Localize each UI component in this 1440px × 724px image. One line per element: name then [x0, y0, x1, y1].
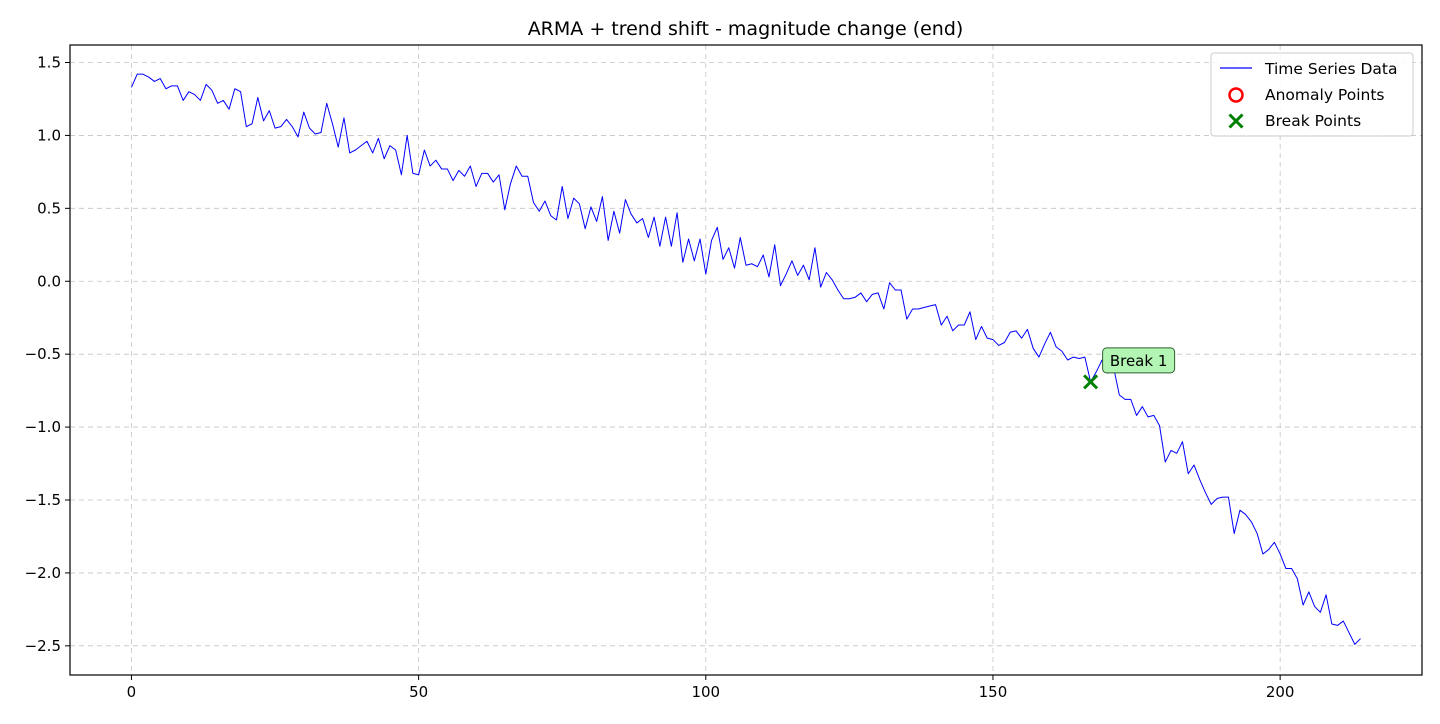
y-tick-label: 0.0	[37, 272, 61, 290]
x-tick-label: 50	[409, 683, 428, 701]
legend-item: Break Points	[1228, 112, 1361, 130]
series-line-time-series-data	[130, 73, 1361, 645]
axis-ticks: 0 50 100 150 200 −2.5 −2.0 −1.5 −1.0 −0.5 0.0 0.5 1.…	[25, 54, 1295, 702]
x-tick-label: 100	[691, 683, 720, 701]
legend-label: Time Series Data	[1264, 60, 1397, 78]
break-x-stroke	[1083, 374, 1099, 390]
grid-lines	[70, 45, 1422, 675]
legend: Time Series Data Anomaly Points Break Poin…	[1210, 52, 1414, 137]
break-point-annotation: Break 1	[1102, 347, 1176, 374]
y-tick-label: −1.5	[25, 491, 61, 509]
x-tick-label: 0	[127, 683, 137, 701]
series-layer	[130, 73, 1361, 645]
y-tick-label: −0.5	[25, 345, 61, 363]
legend-item: Anomaly Points	[1228, 86, 1384, 104]
legend-x-swatch	[1228, 113, 1244, 129]
break-label-text: Break 1	[1110, 352, 1168, 370]
chart-title: ARMA + trend shift - magnitude change (e…	[528, 18, 964, 40]
plot-frame	[69, 44, 1423, 676]
break-point-marker	[1083, 374, 1099, 390]
y-tick-label: 1.0	[37, 126, 61, 144]
x-tick-label: 200	[1266, 683, 1295, 701]
y-tick-label: −1.0	[25, 418, 61, 436]
break-point-layer: Break 1	[1083, 347, 1176, 390]
legend-item: Time Series Data	[1220, 60, 1397, 78]
legend-label: Break Points	[1265, 112, 1361, 130]
legend-label: Anomaly Points	[1265, 86, 1384, 104]
y-tick-label: −2.5	[25, 637, 61, 655]
break-label-box	[1102, 347, 1176, 374]
y-tick-label: 1.5	[37, 54, 61, 72]
y-tick-label: 0.5	[37, 199, 61, 217]
y-tick-label: −2.0	[25, 564, 61, 582]
x-tick-label: 150	[979, 683, 1008, 701]
legend-circle-swatch	[1228, 87, 1244, 103]
legend-box	[1210, 52, 1414, 137]
